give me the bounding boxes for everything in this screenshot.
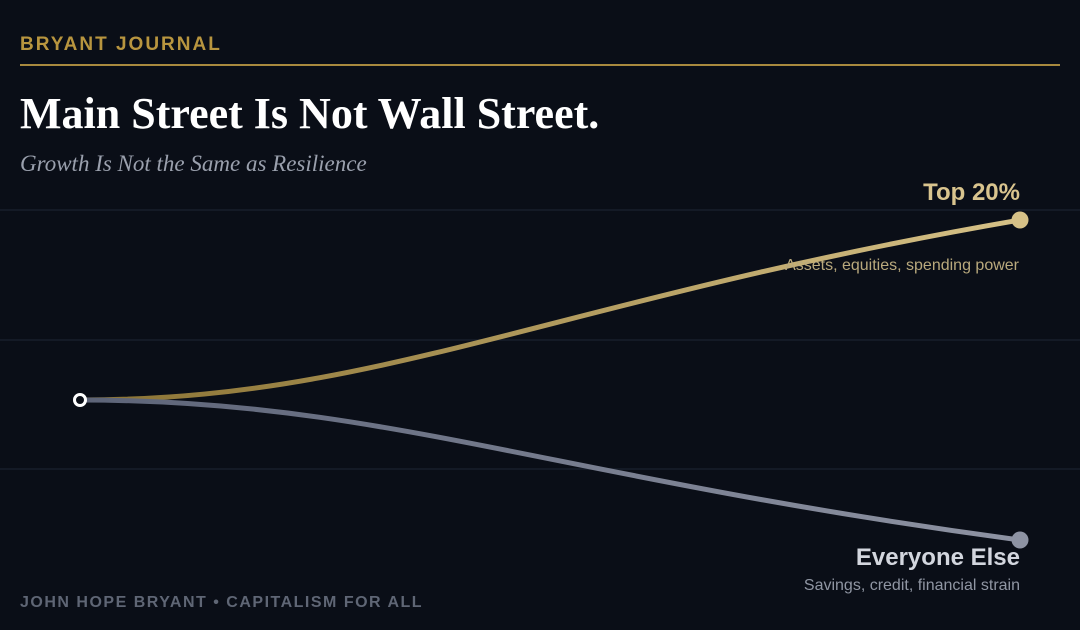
series-endpoint-top-20 bbox=[1011, 211, 1029, 229]
page-subtitle: Growth Is Not the Same as Resilience bbox=[20, 151, 367, 176]
gridlines bbox=[0, 209, 1080, 470]
series-label-everyone-else: Everyone Else bbox=[856, 544, 1020, 571]
series-label-top-20: Top 20% bbox=[923, 179, 1020, 206]
series-line-everyone-else bbox=[77, 397, 1023, 543]
series-description-top-20: Assets, equities, spending power bbox=[785, 257, 1020, 274]
page-title: Main Street Is Not Wall Street. bbox=[20, 89, 600, 138]
series-endpoint-everyone-else bbox=[1011, 531, 1029, 549]
footer-credit: JOHN HOPE BRYANT • CAPITALISM FOR ALL bbox=[20, 594, 424, 611]
series-line-top-20 bbox=[77, 217, 1023, 403]
brand-name: BRYANT JOURNAL bbox=[20, 34, 222, 55]
origin-point bbox=[73, 393, 87, 407]
series-description-everyone-else: Savings, credit, financial strain bbox=[804, 577, 1020, 594]
brand-divider bbox=[20, 64, 1060, 66]
